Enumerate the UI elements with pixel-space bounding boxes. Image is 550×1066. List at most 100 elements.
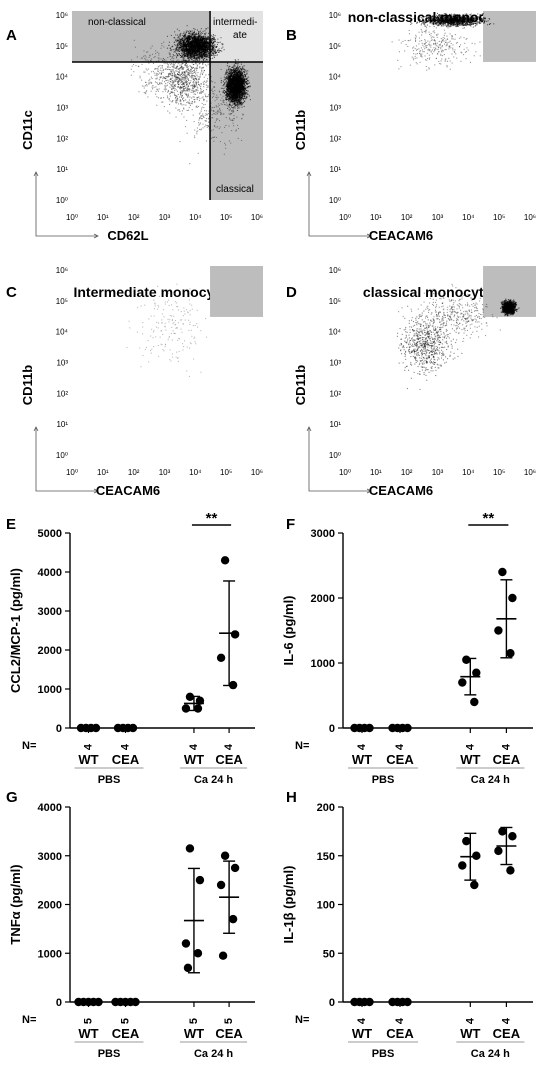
event-dot <box>203 46 205 48</box>
event-dot <box>174 48 176 50</box>
event-dot <box>191 33 193 35</box>
event-dot <box>214 52 216 54</box>
event-dot <box>243 70 245 72</box>
event-dot <box>179 44 181 46</box>
event-dot <box>192 42 194 44</box>
event-dot <box>180 38 182 40</box>
event-dot <box>235 87 237 89</box>
event-dot <box>234 86 236 88</box>
event-dot <box>230 98 232 100</box>
event-dot <box>199 59 201 61</box>
event-dot <box>207 45 209 47</box>
event-dot <box>244 93 246 95</box>
event-dot <box>221 44 223 46</box>
event-dot <box>192 37 194 39</box>
event-dot <box>231 74 233 76</box>
event-dot <box>226 80 228 82</box>
event-dot <box>229 93 231 95</box>
event-dot <box>178 36 180 38</box>
event-dot <box>237 106 239 108</box>
event-dot <box>239 92 241 94</box>
event-dot <box>177 36 179 38</box>
event-dot <box>187 51 189 53</box>
event-dot <box>239 74 241 76</box>
event-dot <box>233 87 235 89</box>
event-dot <box>231 100 233 102</box>
event-dot <box>185 33 187 35</box>
event-dot <box>239 70 241 72</box>
event-dot <box>199 47 201 49</box>
event-dot <box>230 95 232 97</box>
event-dot <box>233 99 235 101</box>
event-dot <box>225 90 227 92</box>
event-dot <box>221 47 223 49</box>
event-dot <box>236 69 238 71</box>
event-dot <box>236 81 238 83</box>
event-dot <box>182 51 184 53</box>
event-dot <box>217 38 219 40</box>
event-dot <box>198 42 200 44</box>
event-dot <box>245 92 247 94</box>
event-dot <box>228 66 230 68</box>
event-dot <box>194 37 196 39</box>
event-dot <box>240 73 242 75</box>
event-dot <box>178 38 180 40</box>
event-dot <box>187 36 189 38</box>
event-dot <box>240 103 242 105</box>
event-dot <box>184 59 186 61</box>
event-dot <box>210 49 212 51</box>
event-dot <box>190 33 192 35</box>
event-dot <box>187 49 189 51</box>
event-dot <box>226 104 228 106</box>
event-dot <box>189 48 191 50</box>
event-dot <box>191 37 193 39</box>
event-dot <box>233 80 235 82</box>
event-dot <box>238 88 240 90</box>
event-dot <box>213 48 215 50</box>
event-dot <box>228 95 230 97</box>
event-dot <box>237 101 239 103</box>
event-dot <box>195 54 197 56</box>
event-dot <box>200 54 202 56</box>
event-dot <box>243 89 245 91</box>
event-dot <box>192 50 194 52</box>
event-dot <box>240 79 242 81</box>
event-dot <box>239 95 241 97</box>
event-dot <box>182 45 184 47</box>
event-dot <box>225 72 227 74</box>
event-dot <box>197 49 199 51</box>
event-dot <box>241 75 243 77</box>
event-dot <box>176 39 178 41</box>
event-dot <box>193 54 195 56</box>
event-dot <box>210 53 212 55</box>
event-dot <box>189 30 191 32</box>
event-dot <box>234 77 236 79</box>
event-dot <box>184 35 186 37</box>
event-dot <box>248 85 250 87</box>
event-dot <box>229 96 231 98</box>
event-dot <box>180 47 182 49</box>
event-dot <box>215 52 217 54</box>
event-dot <box>204 30 206 32</box>
event-dot <box>185 37 187 39</box>
event-dot <box>185 36 187 38</box>
event-dot <box>234 88 236 90</box>
event-dot <box>204 60 206 62</box>
event-dot <box>189 59 191 61</box>
event-dot <box>186 55 188 57</box>
event-dot <box>232 91 234 93</box>
event-dot <box>184 56 186 58</box>
event-dot <box>204 38 206 40</box>
event-dot <box>185 55 187 57</box>
event-dot <box>205 37 207 39</box>
event-dot <box>238 93 240 95</box>
event-dot <box>241 94 243 96</box>
event-dot <box>204 36 206 38</box>
event-dot <box>197 38 199 40</box>
event-dot <box>191 55 193 57</box>
event-dot <box>235 92 237 94</box>
event-dot <box>239 79 241 81</box>
event-dot <box>231 83 233 85</box>
event-dot <box>206 48 208 50</box>
event-dot <box>234 99 236 101</box>
